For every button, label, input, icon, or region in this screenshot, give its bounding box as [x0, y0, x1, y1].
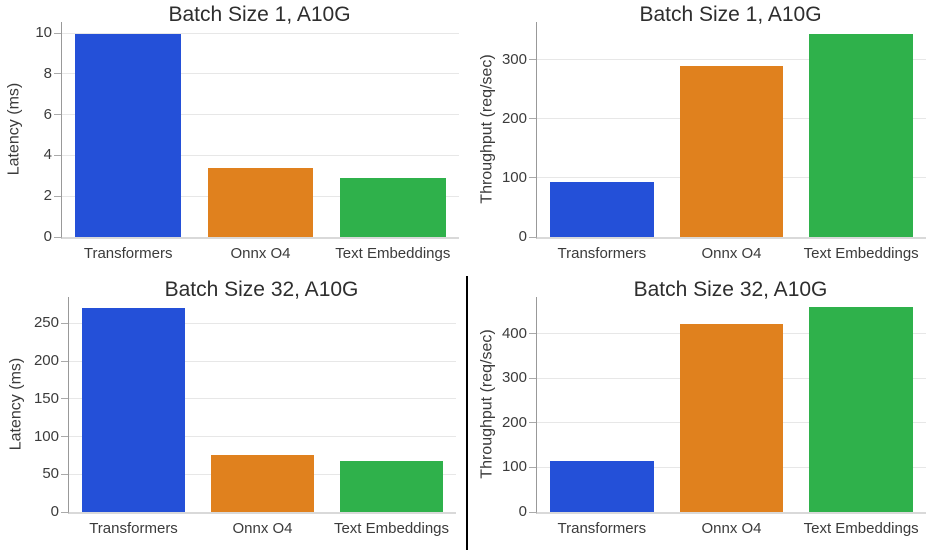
y-tick-mark	[61, 436, 68, 438]
y-tick-label: 50	[42, 465, 59, 483]
bar-transformers	[81, 308, 186, 512]
x-category-label: Text Embeddings	[335, 245, 451, 262]
figure-divider	[466, 276, 468, 550]
plot-area: 0 100 200 300 Transformers Onnx O4 Text Embedd…	[502, 22, 926, 262]
plot-area: 0 100 200 300 400 Transformers Onnx O4 Text Emb…	[502, 297, 926, 537]
y-tick-mark	[529, 466, 536, 468]
chart-panel-latency-batch1: Batch Size 1, A10G Latency (ms) 0 2 4 6 8 10 Tra…	[0, 0, 467, 275]
y-tick-mark	[61, 473, 68, 475]
gridline	[62, 154, 459, 156]
y-tick-label: 200	[33, 352, 59, 370]
y-tick-label: 8	[43, 64, 52, 82]
y-tick-label: 6	[43, 105, 52, 123]
y-tick-label: 0	[50, 503, 59, 520]
bar-transformers	[549, 460, 654, 512]
y-tick-mark	[61, 360, 68, 362]
chart-panel-latency-batch32: Batch Size 32, A10G Latency (ms) 0 50 100 150…	[0, 275, 467, 550]
y-tick-label: 0	[43, 228, 52, 245]
x-category-label: Transformers	[557, 245, 647, 262]
y-tick-mark	[54, 154, 61, 156]
bar-onnx-o4	[207, 167, 314, 237]
chart-title: Batch Size 1, A10G	[168, 3, 351, 26]
gridline	[62, 32, 459, 34]
y-tick-label: 150	[33, 389, 59, 407]
y-tick-label: 0	[518, 503, 527, 520]
chart-panel-throughput-batch32: Batch Size 32, A10G Throughput (req/sec) 0…	[467, 275, 935, 550]
bar-onnx-o4	[679, 324, 784, 512]
x-category-label: Text Embeddings	[333, 520, 450, 537]
y-tick-mark	[529, 177, 536, 179]
bar-text-embeddings	[339, 177, 446, 237]
y-tick-label: 100	[33, 427, 59, 445]
gridline	[69, 398, 456, 400]
plot-area: 0 50 100 150 200 250 Transformers Onnx O4 Text E…	[34, 297, 456, 537]
x-category-label: Transformers	[89, 520, 178, 537]
x-category-label: Onnx O4	[232, 520, 293, 537]
y-tick-mark	[61, 322, 68, 324]
gridline	[69, 322, 456, 324]
y-tick-label: 300	[501, 50, 527, 68]
y-tick-label: 400	[501, 324, 527, 342]
x-category-label: Text Embeddings	[803, 245, 919, 262]
y-tick-mark	[54, 195, 61, 197]
y-tick-mark	[529, 59, 536, 61]
y-tick-label: 0	[518, 228, 527, 245]
y-tick-mark	[54, 32, 61, 34]
x-category-label: Onnx O4	[230, 245, 291, 262]
gridline	[62, 114, 459, 116]
y-tick-label: 4	[43, 146, 52, 164]
y-tick-mark	[529, 236, 536, 238]
y-tick-label: 200	[501, 413, 527, 431]
bar-text-embeddings	[809, 34, 914, 237]
gridline	[69, 360, 456, 362]
x-category-label: Transformers	[83, 245, 173, 262]
x-category-label: Text Embeddings	[803, 520, 919, 537]
bar-transformers	[75, 34, 182, 237]
chart-title: Batch Size 32, A10G	[633, 278, 828, 301]
plot-area: 0 2 4 6 8 10 Transformers Onnx O4 Text Embedding…	[35, 22, 459, 262]
x-category-label: Transformers	[557, 520, 647, 537]
y-tick-mark	[529, 511, 536, 513]
bar-text-embeddings	[809, 307, 914, 512]
bar-transformers	[549, 182, 654, 237]
y-tick-mark	[529, 333, 536, 335]
gridline	[69, 436, 456, 438]
gridline	[62, 73, 459, 75]
y-tick-label: 200	[501, 109, 527, 127]
y-tick-label: 10	[35, 24, 52, 42]
y-tick-mark	[54, 114, 61, 116]
y-tick-label: 250	[33, 314, 59, 332]
chart-title: Batch Size 32, A10G	[164, 278, 359, 301]
y-tick-mark	[61, 398, 68, 400]
y-tick-mark	[54, 73, 61, 75]
y-tick-mark	[529, 422, 536, 424]
y-tick-mark	[529, 377, 536, 379]
bar-text-embeddings	[339, 460, 444, 512]
x-category-label: Onnx O4	[701, 245, 762, 262]
gridline	[537, 59, 926, 61]
y-tick-label: 2	[43, 187, 52, 205]
chart-title: Batch Size 1, A10G	[639, 3, 822, 26]
y-tick-label: 100	[501, 458, 527, 476]
bar-onnx-o4	[210, 455, 315, 512]
y-tick-label: 300	[501, 369, 527, 387]
chart-panel-throughput-batch1: Batch Size 1, A10G Throughput (req/sec) 0 1…	[467, 0, 935, 275]
bar-onnx-o4	[679, 65, 784, 237]
y-tick-mark	[61, 511, 68, 513]
x-category-label: Onnx O4	[701, 520, 762, 537]
y-tick-label: 100	[501, 168, 527, 186]
y-tick-mark	[529, 118, 536, 120]
y-tick-mark	[54, 236, 61, 238]
